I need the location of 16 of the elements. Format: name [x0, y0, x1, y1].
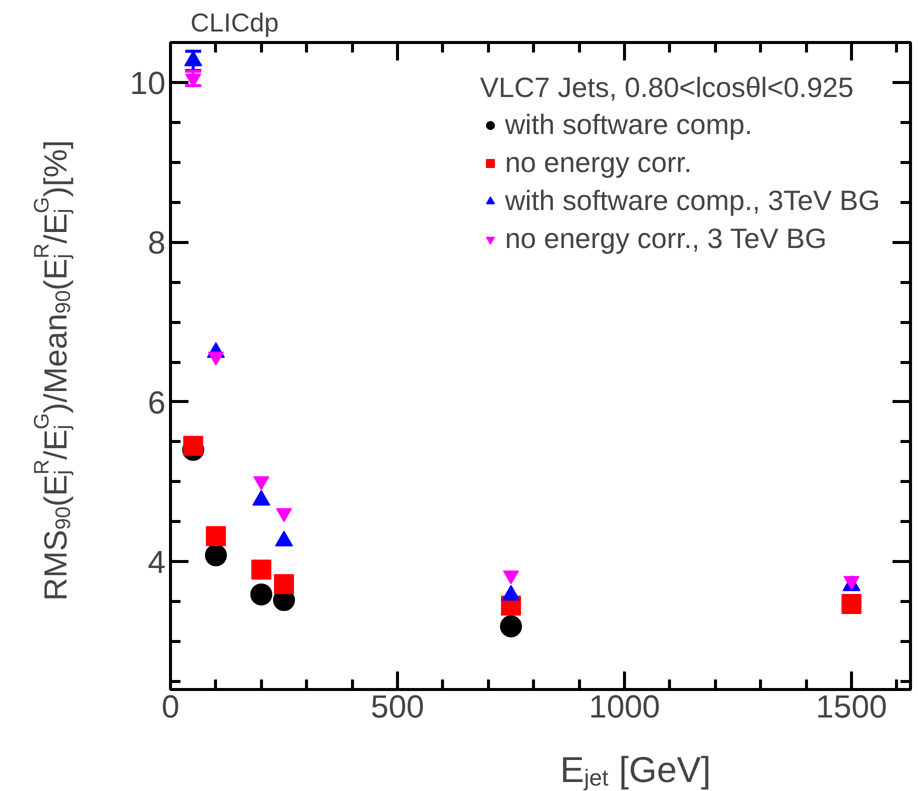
- chart-title: CLICdp: [190, 8, 279, 38]
- x-axis-title: Ejet [GeV]: [560, 749, 711, 790]
- x-tick-label: 500: [370, 688, 424, 724]
- legend-label: with software comp.: [504, 109, 752, 141]
- legend-title: VLC7 Jets, 0.80<lcosθl<0.925: [480, 72, 855, 104]
- text: RMS90(ERj/EGj)/Mean90(ERj/EGj)[%]: [30, 140, 76, 601]
- x-tick-label: 1500: [816, 688, 888, 724]
- y-tick-label: 4: [148, 544, 166, 580]
- legend-label: no energy corr., 3 TeV BG: [504, 223, 827, 255]
- x-tick-label: 0: [162, 688, 180, 724]
- y-tick-label: 8: [148, 224, 166, 261]
- y-tick-label: 6: [148, 384, 166, 420]
- legend-label: no energy corr.: [504, 147, 692, 179]
- legend-label: with software comp., 3TeV BG: [504, 185, 880, 217]
- x-tick-label: 1000: [588, 688, 660, 724]
- y-tick-label: 10: [130, 64, 166, 101]
